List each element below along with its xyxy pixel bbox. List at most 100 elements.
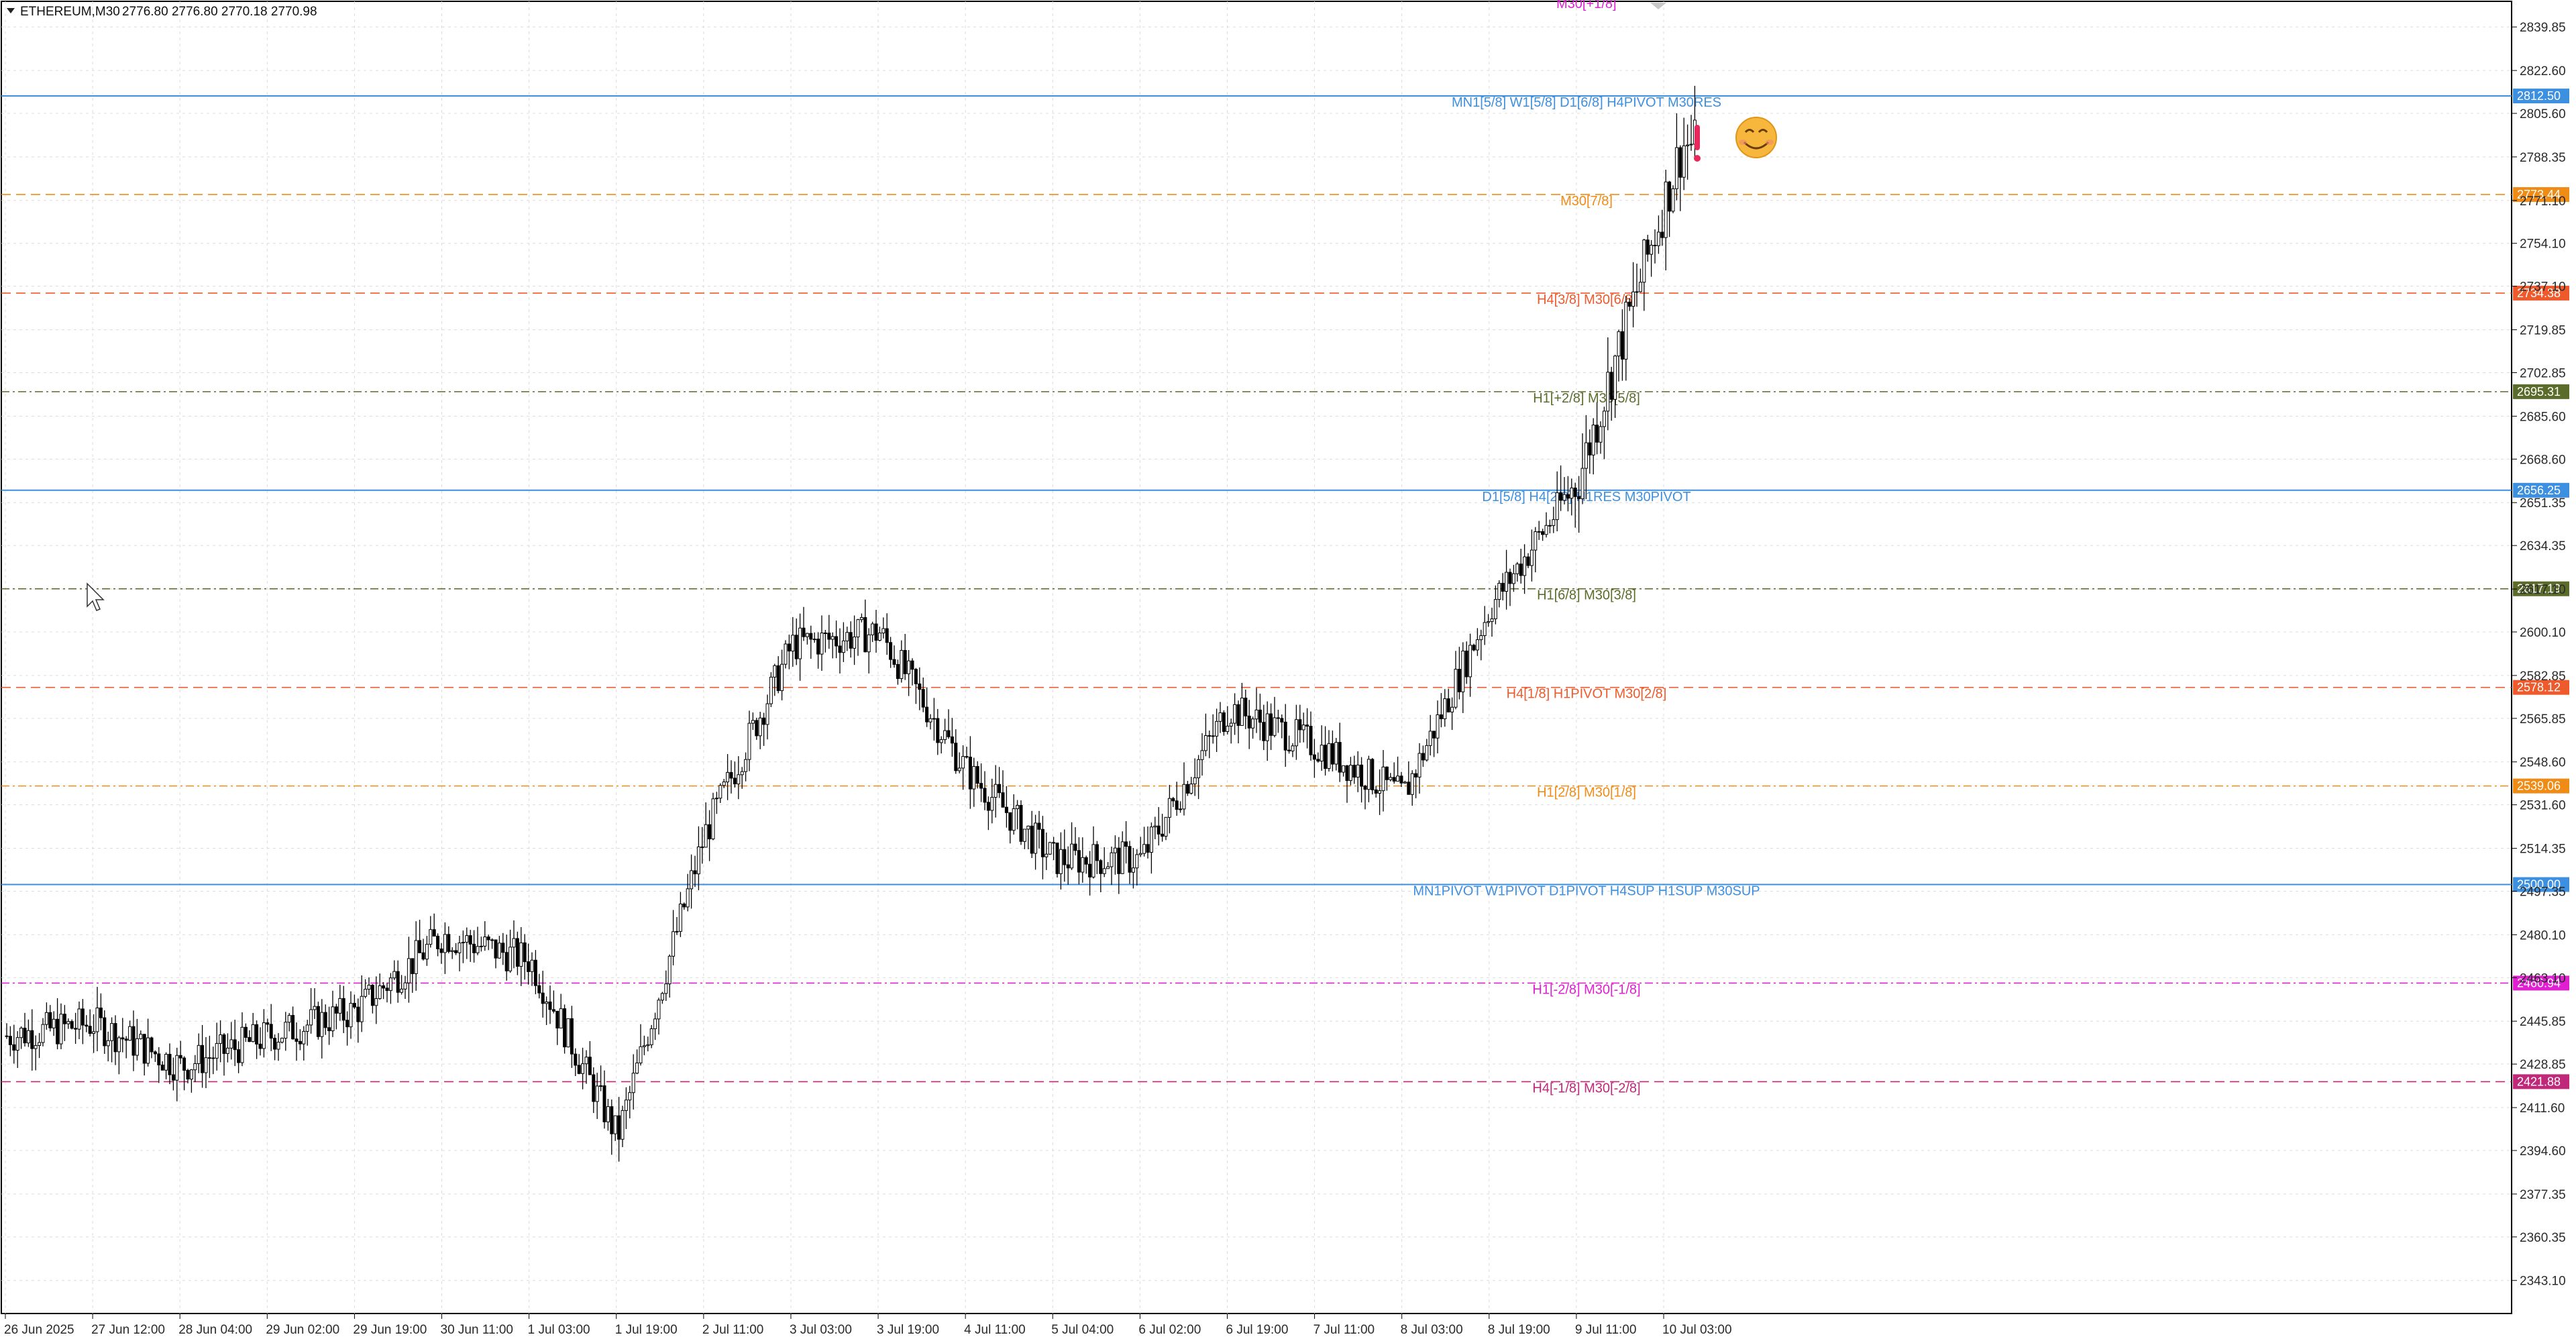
candle (1345, 765, 1349, 803)
candle (62, 1005, 66, 1041)
candle (1595, 402, 1599, 455)
candle (1077, 837, 1081, 885)
candle (1073, 827, 1077, 856)
level-label: H4[1/8] H1PIVOT M30[2/8] (1507, 687, 1667, 702)
candle (367, 977, 371, 995)
y-tick-label: 2445.85 (2520, 1015, 2566, 1029)
candle (1381, 750, 1385, 812)
candle (859, 613, 863, 623)
candle (856, 619, 860, 656)
candle (186, 1069, 190, 1083)
candle (313, 988, 317, 1019)
candle (1283, 704, 1287, 767)
candle (508, 929, 513, 973)
y-tick-label: 2668.60 (2520, 453, 2566, 467)
candle (631, 1054, 635, 1110)
candle (1497, 580, 1501, 608)
candle (1135, 849, 1139, 886)
candle (1617, 329, 1621, 382)
candle (954, 729, 958, 774)
candle (1334, 738, 1338, 771)
shift-marker-icon[interactable] (1650, 3, 1666, 9)
candle (896, 659, 900, 685)
plot-frame (1, 1, 2512, 1314)
candle (88, 1009, 92, 1037)
candle (642, 1035, 646, 1056)
candle (889, 637, 893, 668)
candle (863, 599, 867, 653)
candle (421, 939, 425, 961)
candle (1019, 800, 1023, 845)
candle (276, 1032, 280, 1061)
candle (483, 921, 487, 951)
candle (92, 1014, 96, 1053)
y-tick-label: 2531.60 (2520, 799, 2566, 813)
candle (939, 736, 943, 754)
candle (139, 1030, 143, 1040)
candle (700, 826, 704, 864)
candle (30, 1009, 34, 1071)
candle (1552, 506, 1556, 533)
candle (1443, 689, 1447, 727)
candle (501, 932, 505, 965)
candle (639, 1024, 643, 1066)
candle (624, 1087, 628, 1129)
candle (1189, 776, 1193, 795)
candle (765, 694, 769, 740)
x-tick-label: 26 Jun 2025 (4, 1323, 74, 1337)
candle (1157, 807, 1161, 846)
candle (1110, 846, 1114, 886)
candle (519, 927, 523, 986)
x-tick-label: 10 Jul 03:00 (1662, 1323, 1732, 1337)
candle (1164, 816, 1168, 841)
y-tick-label: 2702.85 (2520, 367, 2566, 381)
candle (628, 1085, 632, 1119)
candle (436, 933, 440, 957)
candle (1153, 816, 1157, 839)
y-tick-label: 2565.85 (2520, 712, 2566, 727)
candle (1541, 529, 1545, 541)
candle (1493, 585, 1497, 625)
candle (233, 1020, 237, 1067)
candle (215, 1022, 219, 1071)
candle (900, 640, 904, 683)
candle (1330, 730, 1334, 771)
candle (396, 960, 400, 1003)
candle (1200, 733, 1204, 776)
y-tick-label: 2754.10 (2520, 237, 2566, 252)
candle (885, 613, 889, 655)
level-label: H1[-2/8] M30[-1/8] (1532, 982, 1640, 997)
symbol-menu-icon[interactable] (7, 8, 15, 13)
candle (356, 998, 360, 1043)
candle (1063, 829, 1067, 882)
candle (429, 916, 433, 948)
candle (479, 936, 483, 952)
candle (59, 1003, 63, 1050)
candle (660, 992, 664, 1004)
candle (690, 854, 694, 909)
candle (103, 1010, 107, 1055)
candle (986, 796, 990, 831)
candle (1363, 785, 1367, 810)
candle (1432, 731, 1436, 757)
price-badge (2513, 384, 2569, 399)
candle (1689, 115, 1693, 151)
candle (599, 1065, 603, 1091)
candle (1573, 482, 1577, 528)
grid (1, 1, 2512, 1314)
candle (1138, 837, 1142, 857)
candle (23, 1012, 27, 1047)
candle (1179, 801, 1183, 813)
y-tick-label: 2480.10 (2520, 928, 2566, 943)
candle (244, 1023, 248, 1042)
candle (1197, 755, 1201, 800)
candle (1407, 761, 1411, 795)
candle (1229, 718, 1233, 744)
price-badge (2513, 482, 2569, 498)
candle (961, 745, 965, 790)
y-tick-label: 2634.35 (2520, 539, 2566, 553)
candle (1034, 814, 1038, 870)
candle (1577, 476, 1581, 533)
